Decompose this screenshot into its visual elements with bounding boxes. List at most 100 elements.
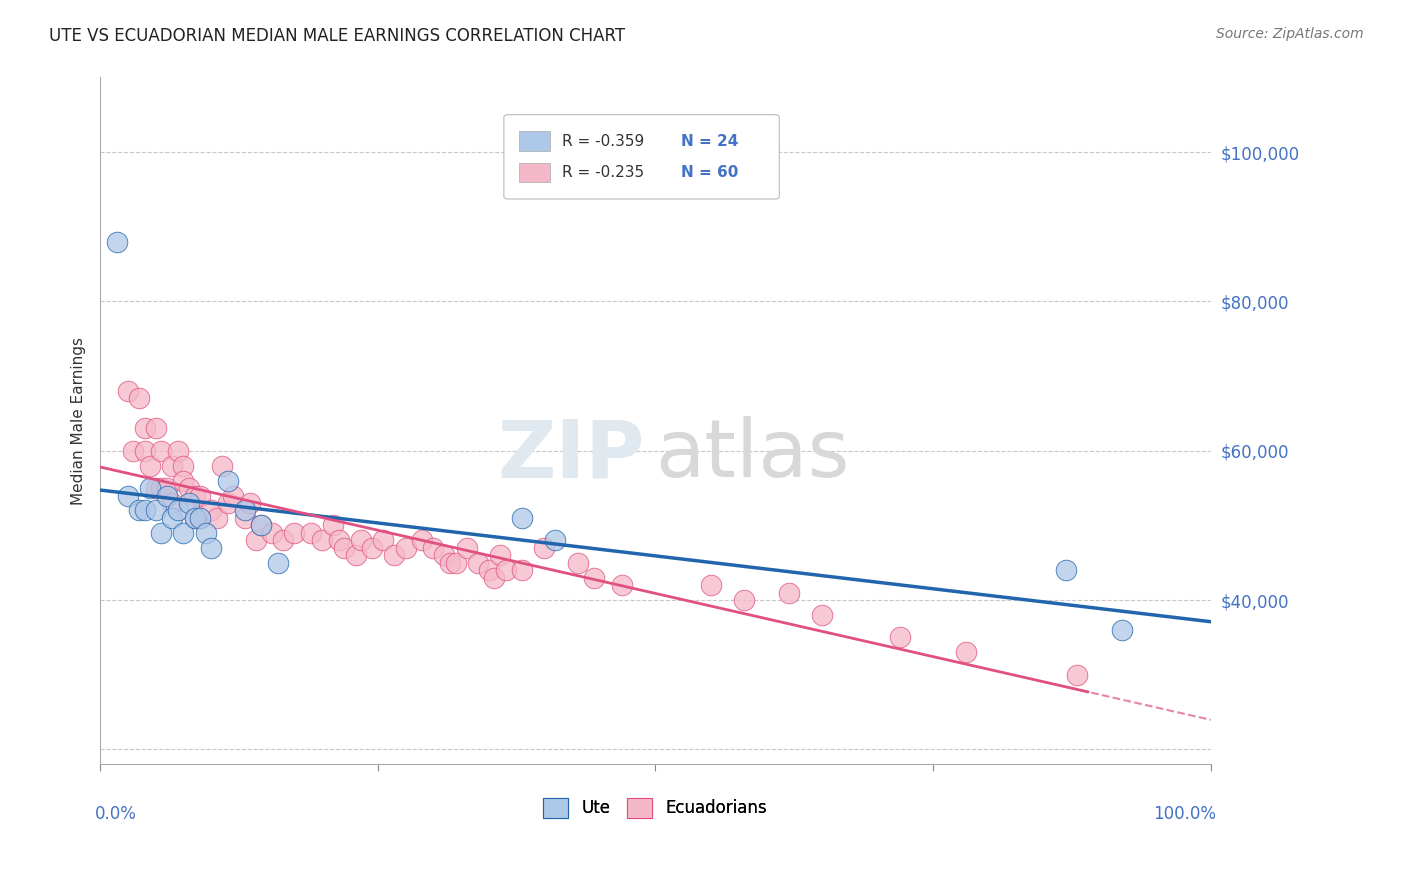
Point <box>150 443 173 458</box>
Point <box>162 496 184 510</box>
Point <box>145 421 167 435</box>
Point <box>134 443 156 458</box>
Point <box>233 503 256 517</box>
Point <box>183 511 205 525</box>
Point <box>510 563 533 577</box>
Point <box>183 489 205 503</box>
Point <box>134 503 156 517</box>
Point <box>172 458 194 473</box>
Point <box>117 384 139 398</box>
Point <box>105 235 128 249</box>
Point <box>373 533 395 548</box>
Point <box>533 541 555 555</box>
Point <box>484 571 506 585</box>
Point <box>172 474 194 488</box>
Point <box>139 458 162 473</box>
Point <box>283 525 305 540</box>
Point <box>489 548 512 562</box>
Point <box>162 511 184 525</box>
Point <box>162 458 184 473</box>
Point <box>811 607 834 622</box>
Point <box>217 496 239 510</box>
Point <box>433 548 456 562</box>
Point <box>350 533 373 548</box>
Point <box>344 548 367 562</box>
Point <box>167 503 190 517</box>
Point <box>262 525 284 540</box>
Point <box>217 474 239 488</box>
Point <box>122 443 145 458</box>
Point <box>145 481 167 495</box>
Point <box>1066 667 1088 681</box>
Point <box>700 578 723 592</box>
Point <box>422 541 444 555</box>
Point <box>328 533 350 548</box>
Point <box>172 525 194 540</box>
Point <box>510 511 533 525</box>
Text: N = 24: N = 24 <box>681 134 738 149</box>
Point <box>200 503 222 517</box>
Text: 100.0%: 100.0% <box>1153 805 1216 823</box>
Point <box>233 511 256 525</box>
Point <box>1111 623 1133 637</box>
Point <box>150 481 173 495</box>
Point <box>250 518 273 533</box>
Text: R = -0.235: R = -0.235 <box>561 165 644 180</box>
Point <box>495 563 517 577</box>
Point <box>311 533 333 548</box>
Point <box>273 533 295 548</box>
Point <box>205 511 228 525</box>
Point <box>384 548 406 562</box>
Point <box>456 541 478 555</box>
Point <box>183 511 205 525</box>
Point <box>128 392 150 406</box>
Point <box>177 496 200 510</box>
Point <box>145 503 167 517</box>
Point <box>188 489 211 503</box>
Point <box>194 525 217 540</box>
Point <box>211 458 233 473</box>
Point <box>361 541 384 555</box>
Point <box>177 481 200 495</box>
Point <box>733 593 755 607</box>
Point <box>188 511 211 525</box>
Point <box>955 645 977 659</box>
Point <box>467 556 489 570</box>
Point <box>222 489 245 503</box>
Point <box>411 533 433 548</box>
Point <box>117 489 139 503</box>
Text: UTE VS ECUADORIAN MEDIAN MALE EARNINGS CORRELATION CHART: UTE VS ECUADORIAN MEDIAN MALE EARNINGS C… <box>49 27 626 45</box>
Point <box>889 631 911 645</box>
Text: ZIP: ZIP <box>498 417 644 494</box>
Point <box>439 556 461 570</box>
Point <box>188 511 211 525</box>
Point <box>167 443 190 458</box>
Text: R = -0.359: R = -0.359 <box>561 134 644 149</box>
Point <box>150 525 173 540</box>
Point <box>239 496 262 510</box>
Point <box>250 518 273 533</box>
Point <box>583 571 606 585</box>
Point <box>394 541 416 555</box>
Text: N = 60: N = 60 <box>681 165 738 180</box>
Point <box>567 556 589 570</box>
Point <box>139 481 162 495</box>
Point <box>778 585 800 599</box>
Point <box>156 489 179 503</box>
Point <box>128 503 150 517</box>
Point <box>134 421 156 435</box>
Point <box>1054 563 1077 577</box>
Legend: Ute, Ecuadorians: Ute, Ecuadorians <box>537 791 775 824</box>
Point <box>478 563 501 577</box>
Text: 0.0%: 0.0% <box>94 805 136 823</box>
Point <box>544 533 567 548</box>
Point <box>299 525 322 540</box>
Text: Source: ZipAtlas.com: Source: ZipAtlas.com <box>1216 27 1364 41</box>
Point <box>322 518 344 533</box>
Point <box>610 578 633 592</box>
Point <box>156 481 179 495</box>
Point <box>200 541 222 555</box>
Point <box>333 541 356 555</box>
Point <box>267 556 290 570</box>
Y-axis label: Median Male Earnings: Median Male Earnings <box>72 337 86 505</box>
